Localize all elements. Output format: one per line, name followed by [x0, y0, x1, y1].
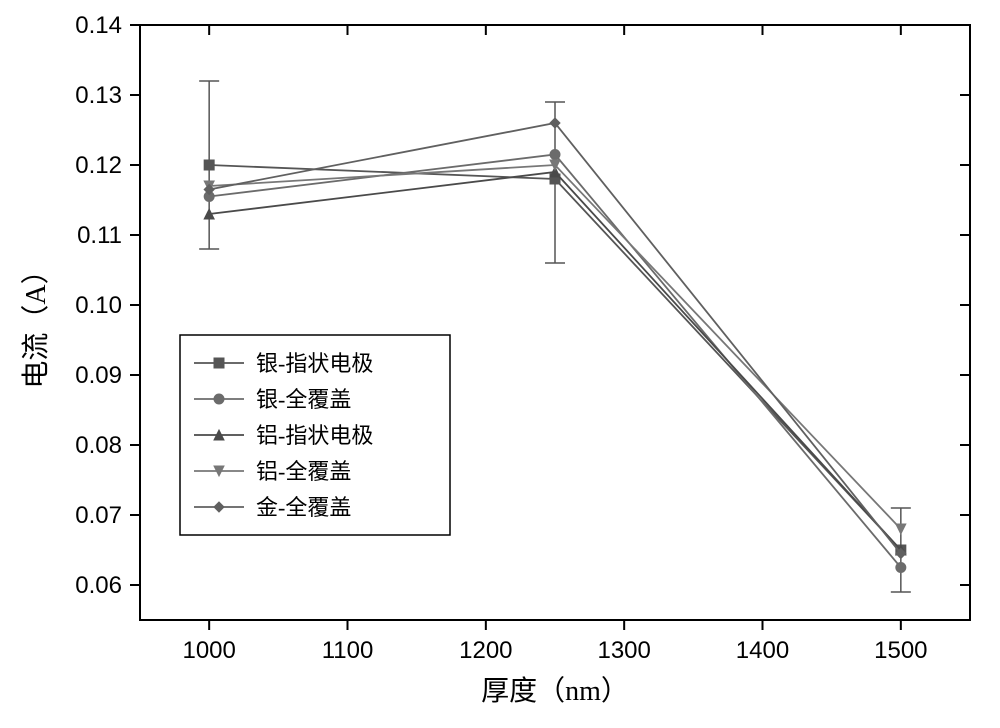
x-tick-label: 1000 — [182, 637, 235, 664]
y-tick-label: 0.14 — [75, 12, 122, 39]
y-tick-label: 0.08 — [75, 432, 122, 459]
x-tick-label: 1200 — [459, 637, 512, 664]
legend-label: 铝-指状电极 — [256, 423, 373, 448]
marker-square — [214, 358, 224, 368]
marker-triangle-down — [896, 524, 906, 534]
marker-circle — [896, 563, 906, 573]
y-tick-label: 0.13 — [75, 82, 122, 109]
legend-label: 银-全覆盖 — [256, 387, 351, 412]
y-tick-label: 0.10 — [75, 292, 122, 319]
y-tick-label: 0.06 — [75, 572, 122, 599]
marker-circle — [214, 394, 224, 404]
y-tick-label: 0.12 — [75, 152, 122, 179]
y-tick-label: 0.11 — [77, 222, 122, 249]
legend-label: 铝-全覆盖 — [256, 459, 351, 484]
legend-label: 银-指状电极 — [256, 351, 373, 376]
chart-container: { "chart": { "type": "line-scatter-with-… — [0, 0, 1000, 728]
y-axis-title: 电流（A） — [20, 256, 52, 388]
x-tick-label: 1500 — [874, 637, 927, 664]
marker-circle — [550, 150, 560, 160]
y-tick-label: 0.09 — [75, 362, 122, 389]
x-axis-title: 厚度（nm） — [481, 675, 629, 707]
x-tick-label: 1400 — [736, 637, 789, 664]
marker-square — [204, 160, 214, 170]
y-tick-label: 0.07 — [75, 502, 122, 529]
x-tick-label: 1100 — [322, 637, 374, 664]
x-tick-label: 1300 — [597, 637, 650, 664]
legend-label: 金-全覆盖 — [256, 495, 351, 520]
chart-svg: 1000 1100 1200 1300 1400 1500 0.06 0.07 0.08 0.09… — [0, 0, 1000, 728]
